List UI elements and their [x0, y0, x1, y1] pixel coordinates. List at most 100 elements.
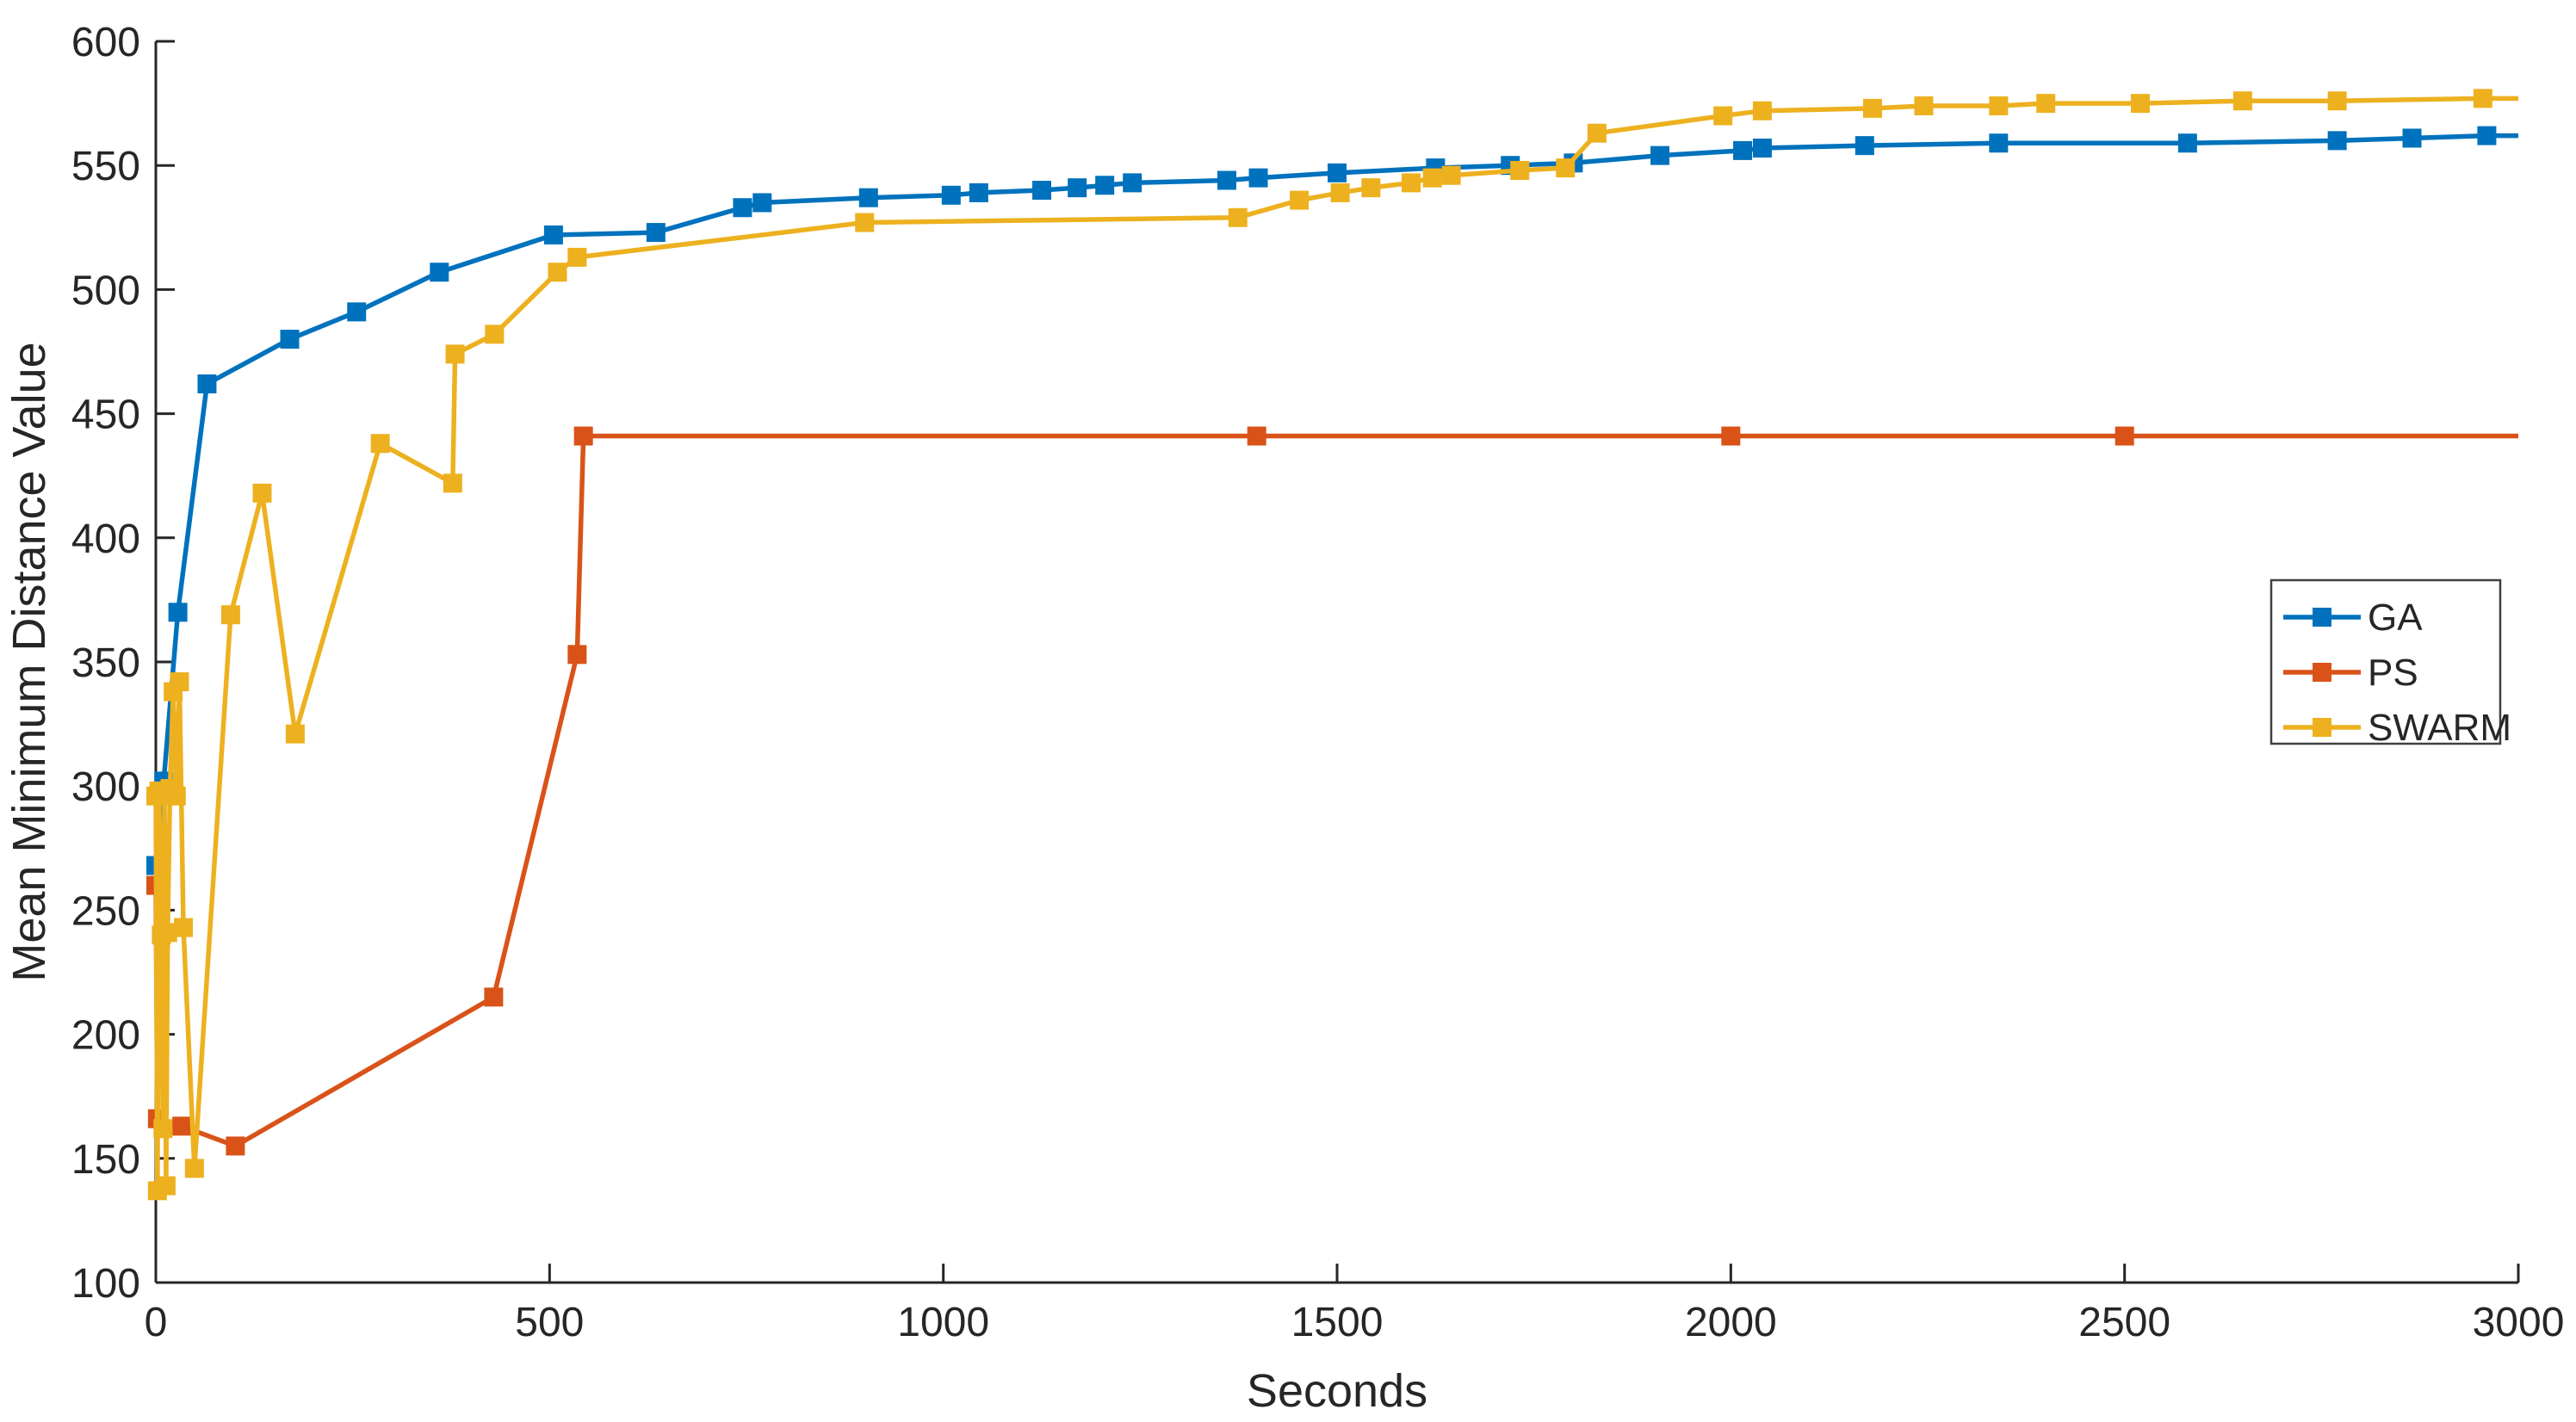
- ps-marker: [573, 426, 593, 446]
- swarm-marker: [1401, 173, 1421, 193]
- legend-label-ps: PS: [2368, 652, 2418, 694]
- swarm-marker: [2327, 91, 2347, 111]
- swarm-marker: [1510, 160, 1530, 180]
- x-tick-label: 2500: [2078, 1300, 2170, 1345]
- ps-marker: [567, 645, 587, 665]
- ga-marker: [969, 182, 988, 202]
- swarm-marker: [174, 918, 194, 937]
- x-tick-label: 0: [145, 1300, 168, 1345]
- ga-series: [146, 126, 2518, 875]
- x-axis-tick-labels: 0 500 1000 1500 2000 2500 3000: [145, 1300, 2565, 1345]
- ga-marker: [2477, 126, 2497, 145]
- y-tick-label: 150: [71, 1137, 140, 1183]
- y-tick-label: 300: [71, 764, 140, 810]
- swarm-marker: [1914, 96, 1934, 115]
- swarm-marker: [1752, 101, 1772, 121]
- swarm-marker: [567, 247, 587, 267]
- legend: GA PS SWARM: [2269, 578, 2511, 749]
- ga-marker: [1095, 176, 1115, 195]
- swarm-marker: [184, 1159, 204, 1178]
- swarm-marker: [855, 213, 875, 232]
- swarm-marker: [2473, 89, 2492, 108]
- ga-marker: [1752, 139, 1772, 158]
- swarm-marker: [153, 1119, 173, 1139]
- swarm-marker: [548, 263, 567, 282]
- swarm-marker: [445, 344, 465, 364]
- legend-entry-ga: GA: [2283, 597, 2423, 639]
- legend-box: [2269, 578, 2502, 745]
- y-tick-label: 350: [71, 640, 140, 686]
- ga-line: [153, 133, 2518, 866]
- swarm-marker: [1422, 168, 1442, 188]
- ga-marker: [2402, 128, 2422, 148]
- swarm-marker: [2130, 94, 2150, 114]
- ga-marker: [168, 603, 188, 622]
- swarm-marker: [1556, 158, 1576, 178]
- ga-marker: [941, 185, 961, 205]
- y-tick-label: 100: [71, 1261, 140, 1307]
- ga-marker: [1217, 170, 1236, 190]
- ga-marker: [347, 302, 367, 322]
- legend-entry-swarm: SWARM: [2283, 707, 2511, 749]
- swarm-series: [146, 89, 2518, 1201]
- ga-marker: [733, 198, 752, 218]
- swarm-marker: [2232, 91, 2252, 111]
- ga-marker: [2327, 131, 2347, 151]
- ps-marker: [226, 1136, 245, 1156]
- swarm-line: [153, 96, 2518, 1194]
- swarm-marker: [220, 605, 240, 625]
- y-axis-title: Mean Minimum Distance Value: [3, 342, 55, 981]
- x-tick-label: 2000: [1685, 1300, 1777, 1345]
- swarm-marker: [1441, 165, 1461, 185]
- ga-marker: [1650, 145, 1670, 165]
- ga-marker: [543, 225, 563, 244]
- ga-marker: [1032, 181, 1051, 201]
- x-tick-label: 500: [515, 1300, 584, 1345]
- swarm-marker: [156, 1176, 176, 1196]
- y-tick-label: 550: [71, 144, 140, 189]
- ga-marker: [1248, 168, 1268, 188]
- ga-marker: [1328, 163, 1347, 182]
- swarm-marker: [1587, 123, 1607, 143]
- ps-marker: [1247, 426, 1266, 446]
- y-tick-label: 200: [71, 1013, 140, 1059]
- legend-marker-ga: [2313, 608, 2331, 627]
- x-axis-ticks: [154, 1264, 2520, 1283]
- legend-label-swarm: SWARM: [2368, 707, 2511, 749]
- legend-marker-swarm: [2313, 718, 2331, 737]
- ga-marker: [752, 193, 772, 213]
- ps-marker: [484, 987, 504, 1007]
- swarm-marker: [285, 724, 305, 744]
- ga-marker: [1733, 140, 1753, 160]
- axes: 0 500 1000 1500 2000 2500 3000 100 150 200 250 300…: [71, 20, 2564, 1345]
- ps-line: [153, 433, 2518, 1149]
- x-tick-label: 3000: [2473, 1300, 2565, 1345]
- ga-marker: [430, 263, 449, 282]
- swarm-marker: [158, 923, 177, 943]
- series-group: [146, 89, 2518, 1201]
- swarm-marker: [370, 434, 390, 454]
- x-tick-label: 1500: [1291, 1300, 1384, 1345]
- ga-marker: [1068, 178, 1087, 198]
- ga-marker: [2177, 133, 2197, 153]
- y-tick-label: 600: [71, 20, 140, 65]
- swarm-marker: [166, 786, 186, 806]
- ga-marker: [1123, 173, 1142, 193]
- ga-marker: [646, 223, 666, 243]
- ps-series: [146, 426, 2518, 1156]
- swarm-marker: [1228, 207, 1248, 227]
- y-tick-label: 250: [71, 888, 140, 934]
- legend-entry-ps: PS: [2283, 652, 2418, 694]
- ga-marker: [1989, 133, 2009, 153]
- ga-marker: [280, 330, 300, 349]
- swarm-marker: [485, 325, 505, 344]
- swarm-marker: [170, 672, 189, 692]
- ps-marker: [1721, 426, 1741, 446]
- swarm-marker: [252, 483, 272, 503]
- swarm-marker: [1330, 182, 1350, 202]
- y-tick-label: 500: [71, 268, 140, 313]
- swarm-marker: [1713, 106, 1733, 126]
- ga-marker: [858, 188, 878, 207]
